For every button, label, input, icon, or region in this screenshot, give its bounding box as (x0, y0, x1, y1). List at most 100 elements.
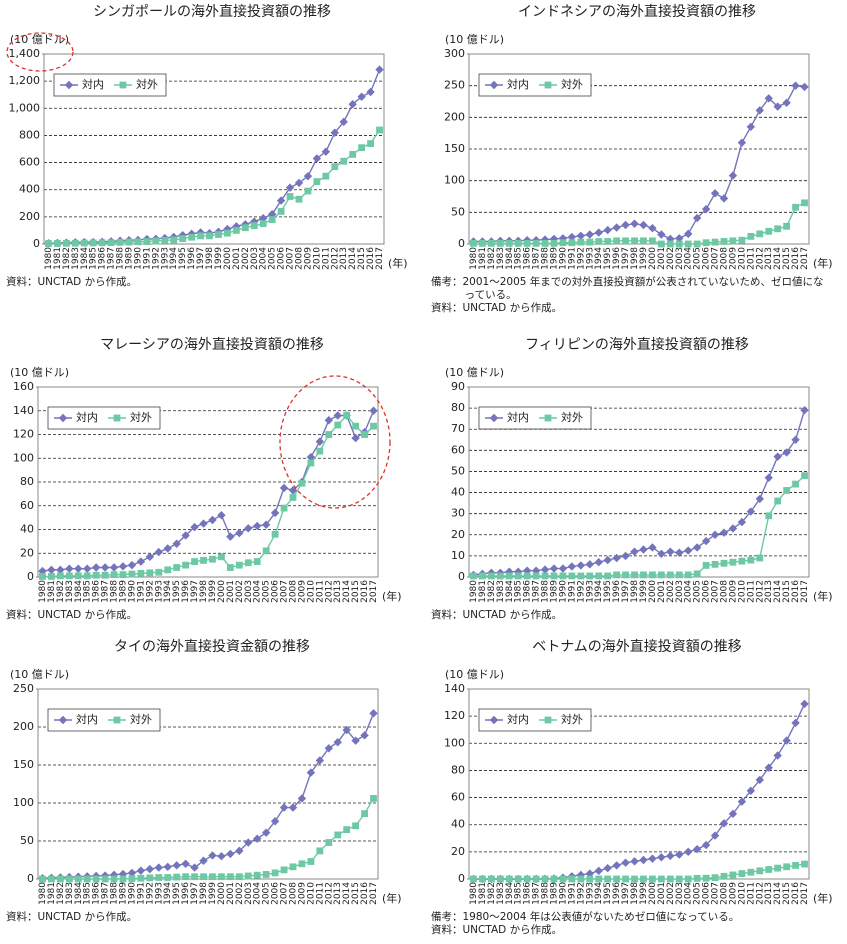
data-point (630, 219, 639, 228)
x-tick-label: 2017 (375, 247, 385, 270)
y-tick-label: 200 (19, 210, 40, 223)
x-tick-label: 1981 (478, 580, 488, 603)
data-point (116, 238, 124, 246)
x-tick-label: 2000 (217, 882, 227, 905)
x-tick-label: 1989 (119, 580, 129, 603)
data-point (285, 183, 295, 192)
y-tick-label: 30 (451, 507, 465, 520)
data-point (577, 875, 585, 883)
x-tick-label: 2013 (333, 580, 343, 603)
x-tick-label: 2014 (773, 247, 783, 270)
data-point (640, 571, 647, 579)
notes: 備考：2001～2005 年までの対外直接投資額が公表されていないため、ゼロ値に… (431, 276, 826, 315)
data-point (48, 875, 55, 883)
plot-frame (468, 386, 810, 578)
data-point (791, 718, 800, 728)
series-line (42, 798, 375, 880)
data-point (532, 572, 540, 580)
legend-label: 対内 (507, 77, 529, 91)
x-tick-label: 1987 (532, 882, 542, 905)
data-point (125, 238, 133, 246)
x-tick-label: 1993 (585, 882, 595, 905)
legend-label: 対内 (76, 410, 98, 424)
data-point (666, 571, 674, 579)
data-point (595, 572, 603, 580)
x-tick-label: 2005 (262, 580, 272, 603)
x-tick-label: 2004 (684, 580, 694, 603)
note: 備考：2001～2005 年までの対外直接投資額が公表されていないため、ゼロ値に… (431, 276, 824, 301)
x-tick-label: 1984 (505, 882, 515, 905)
data-point (163, 544, 172, 553)
data-point (351, 433, 360, 443)
data-point (235, 528, 244, 538)
x-tick-label: 1992 (145, 580, 155, 603)
y-tick-label: 200 (13, 720, 34, 733)
data-point (74, 564, 83, 573)
x-tick-label: 2008 (720, 882, 730, 905)
data-point (197, 232, 204, 240)
x-tick-label: 1982 (56, 580, 66, 603)
x-tick-label: 1985 (514, 580, 524, 603)
data-point (101, 571, 109, 579)
x-axis-label: (年) (813, 891, 833, 905)
data-point (631, 237, 638, 245)
x-tick-label: 2017 (369, 882, 379, 905)
data-point (83, 572, 91, 580)
y-tick-label: 80 (20, 475, 34, 488)
y-tick-label: 200 (444, 110, 465, 123)
data-point (783, 863, 791, 871)
data-point (358, 144, 366, 152)
data-point (692, 543, 702, 552)
x-tick-label: 1999 (639, 247, 649, 270)
data-point (244, 559, 252, 567)
y-tick-label: 160 (13, 380, 34, 393)
data-point (774, 497, 782, 505)
x-tick-label: 2011 (746, 580, 756, 603)
data-point (217, 511, 226, 520)
data-point (612, 223, 621, 232)
legend-marker (113, 414, 121, 422)
x-tick-label: 2009 (728, 882, 738, 905)
data-point (279, 803, 289, 812)
x-tick-label: 2011 (746, 882, 756, 905)
y-tick-label: 0 (458, 872, 465, 885)
x-tick-label: 1996 (612, 247, 622, 270)
x-tick-label: 1995 (603, 882, 613, 905)
x-tick-label: 1997 (196, 247, 206, 270)
data-point (331, 163, 339, 171)
data-point (649, 237, 656, 245)
note: 資料：UNCTAD から作成。 (6, 609, 138, 621)
x-tick-label: 1991 (567, 580, 577, 603)
x-tick-label: 1991 (136, 882, 146, 905)
data-point (657, 549, 666, 558)
x-tick-label: 1988 (116, 247, 126, 270)
x-tick-label: 1988 (110, 580, 120, 603)
data-point (693, 240, 701, 248)
data-point (199, 519, 208, 528)
x-tick-label: 1994 (169, 247, 179, 270)
data-point (268, 216, 276, 223)
data-point (550, 875, 558, 883)
data-point (666, 240, 674, 248)
data-point (253, 871, 261, 879)
x-tick-label: 2011 (321, 247, 331, 270)
x-tick-label: 1985 (89, 247, 99, 270)
x-tick-label: 2014 (348, 247, 358, 270)
x-tick-label: 2007 (711, 882, 721, 905)
data-point (206, 232, 213, 240)
y-tick-label: 20 (451, 845, 465, 858)
data-point (764, 473, 773, 482)
data-point (586, 875, 594, 883)
data-point (173, 873, 181, 881)
chart-title: インドネシアの海外直接投資額の推移 (518, 3, 756, 20)
x-tick-label: 2005 (262, 882, 272, 905)
data-point (145, 864, 155, 874)
data-point (684, 229, 693, 239)
data-point (209, 555, 216, 563)
data-point (352, 422, 360, 430)
x-tick-label: 1981 (47, 882, 57, 905)
data-point (83, 875, 91, 883)
data-point (322, 172, 330, 180)
x-tick-label: 1987 (101, 580, 111, 603)
x-tick-label: 1983 (65, 580, 75, 603)
